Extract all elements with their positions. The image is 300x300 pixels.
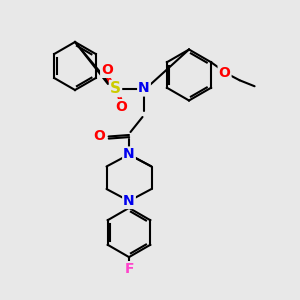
- Text: O: O: [101, 63, 113, 77]
- Text: O: O: [115, 100, 127, 114]
- Text: F: F: [124, 262, 134, 276]
- Text: O: O: [94, 130, 106, 143]
- Text: S: S: [110, 81, 121, 96]
- Text: N: N: [138, 82, 150, 95]
- Text: O: O: [219, 66, 230, 80]
- Text: N: N: [123, 148, 135, 161]
- Text: N: N: [123, 194, 135, 208]
